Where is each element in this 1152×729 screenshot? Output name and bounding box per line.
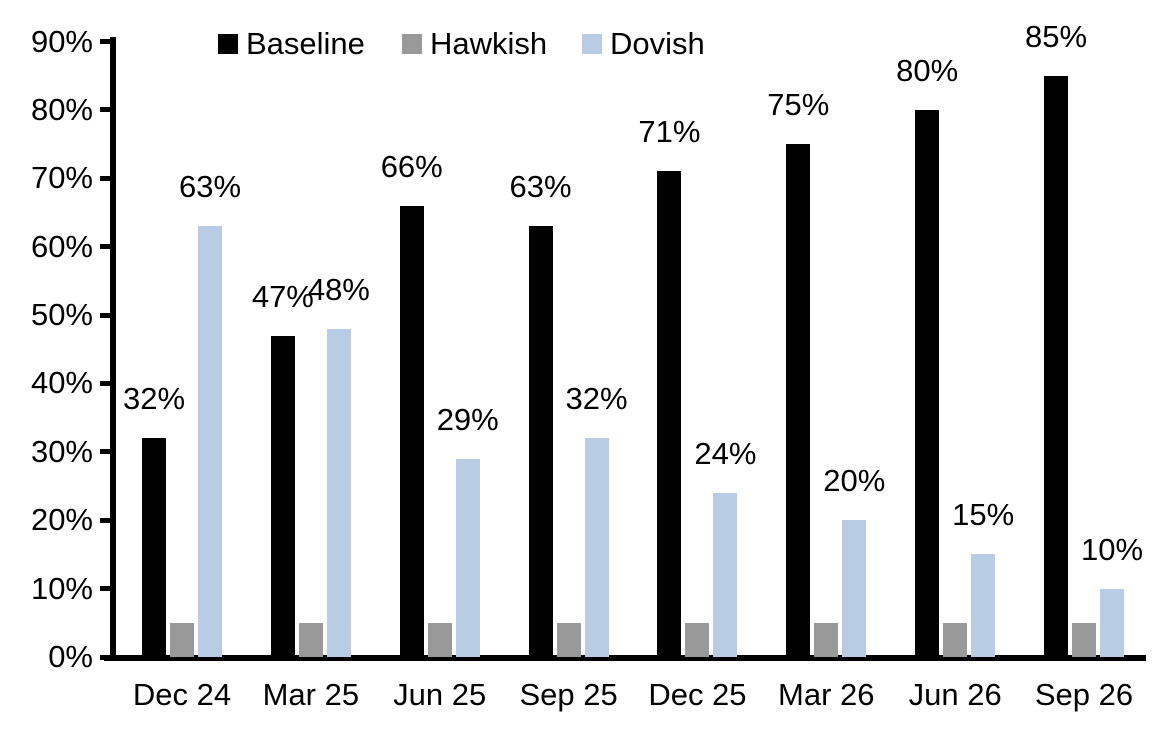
bar-dovish-sep-26 bbox=[1100, 588, 1125, 657]
legend-label-hawkish: Hawkish bbox=[430, 26, 548, 61]
bar-label-dovish-jun-26: 15% bbox=[952, 497, 1015, 533]
legend-item-hawkish: Hawkish bbox=[402, 25, 547, 63]
bar-dovish-dec-25 bbox=[713, 492, 738, 657]
legend-item-baseline: Baseline bbox=[218, 25, 365, 63]
bar-hawkish-sep-25 bbox=[556, 622, 581, 657]
y-tick-mark-90 bbox=[100, 39, 112, 44]
bar-hawkish-jun-25 bbox=[427, 622, 452, 657]
bar-label-dovish-mar-25: 48% bbox=[307, 271, 370, 307]
bar-hawkish-mar-26 bbox=[814, 622, 839, 657]
bar-dovish-sep-25 bbox=[584, 438, 609, 657]
y-tick-mark-20 bbox=[100, 517, 112, 523]
y-tick-label-90: 90% bbox=[30, 23, 93, 59]
y-tick-label-20: 20% bbox=[30, 502, 93, 538]
y-tick-mark-70 bbox=[100, 175, 112, 181]
y-tick-label-0: 0% bbox=[48, 639, 93, 674]
y-tick-label-10: 10% bbox=[30, 570, 93, 606]
x-label-dec-24: Dec 24 bbox=[132, 677, 232, 712]
bar-label-baseline-sep-26: 85% bbox=[1024, 18, 1088, 54]
y-tick-mark-80 bbox=[100, 107, 112, 113]
bar-baseline-jun-25 bbox=[399, 205, 424, 657]
bar-label-baseline-jun-26: 80% bbox=[896, 52, 959, 88]
bar-label-baseline-sep-25: 63% bbox=[509, 169, 572, 205]
bar-label-baseline-mar-26: 75% bbox=[767, 87, 830, 123]
y-axis-line bbox=[110, 37, 116, 660]
bar-label-dovish-sep-25: 32% bbox=[565, 381, 628, 417]
bar-baseline-mar-26 bbox=[786, 144, 811, 657]
bar-baseline-dec-24 bbox=[142, 438, 166, 657]
y-tick-label-80: 80% bbox=[30, 91, 93, 127]
x-label-dec-25: Dec 25 bbox=[648, 677, 747, 712]
bar-label-dovish-dec-24: 63% bbox=[178, 169, 242, 205]
x-label-jun-26: Jun 26 bbox=[908, 677, 1002, 712]
bar-label-dovish-dec-25: 24% bbox=[694, 435, 757, 471]
bar-hawkish-dec-25 bbox=[685, 622, 710, 657]
x-label-mar-25: Mar 25 bbox=[262, 677, 360, 712]
bar-label-baseline-jun-25: 66% bbox=[380, 148, 443, 184]
bar-baseline-mar-25 bbox=[270, 335, 295, 657]
bar-label-dovish-jun-25: 29% bbox=[436, 401, 499, 437]
bar-baseline-dec-25 bbox=[657, 171, 682, 657]
x-label-sep-26: Sep 26 bbox=[1034, 677, 1134, 712]
y-tick-mark-60 bbox=[100, 244, 112, 250]
bar-hawkish-dec-24 bbox=[170, 622, 194, 657]
bar-hawkish-jun-26 bbox=[943, 622, 968, 657]
y-tick-label-30: 30% bbox=[30, 433, 93, 469]
bar-label-baseline-mar-25: 47% bbox=[251, 278, 314, 314]
bar-hawkish-sep-26 bbox=[1072, 622, 1097, 657]
bar-label-baseline-dec-24: 32% bbox=[122, 381, 186, 417]
y-tick-mark-40 bbox=[100, 380, 112, 386]
bar-dovish-mar-26 bbox=[842, 520, 867, 657]
bar-dovish-jun-25 bbox=[455, 458, 480, 657]
y-tick-mark-10 bbox=[100, 586, 112, 592]
y-tick-label-50: 50% bbox=[30, 297, 93, 333]
y-tick-mark-30 bbox=[100, 449, 112, 455]
bar-dovish-mar-25 bbox=[326, 328, 351, 657]
bar-label-dovish-mar-26: 20% bbox=[823, 463, 886, 499]
y-tick-label-60: 60% bbox=[30, 228, 93, 264]
bar-dovish-jun-26 bbox=[971, 554, 996, 657]
x-label-jun-25: Jun 25 bbox=[393, 677, 487, 712]
legend-label-dovish: Dovish bbox=[610, 26, 705, 61]
legend-swatch-baseline-icon bbox=[218, 34, 238, 54]
y-tick-mark-50 bbox=[100, 312, 112, 318]
legend-swatch-dovish-icon bbox=[582, 34, 602, 54]
bar-baseline-sep-26 bbox=[1044, 75, 1069, 657]
y-tick-label-40: 40% bbox=[30, 365, 93, 401]
bar-baseline-sep-25 bbox=[528, 226, 553, 657]
legend-item-dovish: Dovish bbox=[582, 25, 705, 63]
bar-label-baseline-dec-25: 71% bbox=[638, 114, 701, 150]
legend-swatch-hawkish-icon bbox=[402, 34, 422, 54]
bar-label-dovish-sep-26: 10% bbox=[1080, 531, 1144, 567]
legend-label-baseline: Baseline bbox=[246, 26, 365, 61]
y-tick-label-70: 70% bbox=[30, 160, 93, 196]
x-axis-line bbox=[104, 655, 1146, 661]
x-label-sep-25: Sep 25 bbox=[519, 677, 618, 712]
bar-baseline-jun-26 bbox=[915, 109, 940, 657]
bar-dovish-dec-24 bbox=[198, 226, 222, 657]
bar-hawkish-mar-25 bbox=[298, 622, 323, 657]
x-label-mar-26: Mar 26 bbox=[778, 677, 875, 712]
